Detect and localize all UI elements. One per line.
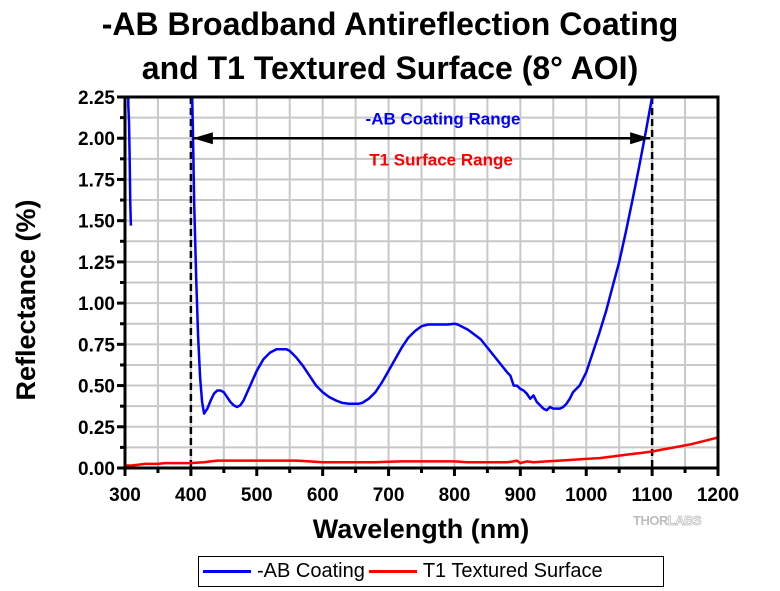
legend-item-ab-coating: -AB Coating xyxy=(199,560,365,583)
x-tick-label: 300 xyxy=(109,485,141,506)
y-tick-label: 0.00 xyxy=(78,459,115,480)
legend-line-blue xyxy=(203,570,251,573)
x-tick-label: 600 xyxy=(307,485,339,506)
legend-label-ab-coating: -AB Coating xyxy=(257,560,365,582)
y-tick-label: 2.25 xyxy=(78,88,115,109)
y-tick-label: 1.50 xyxy=(78,212,115,233)
watermark-labs: LABS xyxy=(667,513,702,529)
y-tick-label: 1.75 xyxy=(78,170,115,191)
annotation-ab-coating-range: -AB Coating Range xyxy=(366,109,521,128)
chart-title: -AB Broadband Antireflection Coating xyxy=(101,6,679,42)
x-tick-label: 700 xyxy=(373,485,405,506)
y-tick-label: 2.00 xyxy=(78,129,115,150)
x-tick-label: 1100 xyxy=(631,485,672,506)
tick-labels: 300 400 500 600 700 800 900 1000 1100 1200 0.00 0.2… xyxy=(78,88,739,506)
x-tick-label: 1000 xyxy=(565,485,607,506)
axes xyxy=(117,95,720,476)
x-tick-label: 800 xyxy=(439,485,471,506)
watermark-thor: THOR xyxy=(633,513,668,528)
series-ab-coating-line xyxy=(190,96,654,415)
x-tick-label: 400 xyxy=(175,485,207,506)
x-tick-label: 1200 xyxy=(697,485,739,506)
legend-label-t1-surface: T1 Textured Surface xyxy=(422,560,603,582)
arrow-head-right xyxy=(630,132,651,145)
y-tick-label: 1.00 xyxy=(78,294,115,315)
series-ab-coating-line xyxy=(127,97,133,226)
series-t1-surface-line xyxy=(125,436,719,467)
y-tick-label: 0.75 xyxy=(78,335,115,356)
x-tick-label: 900 xyxy=(504,485,536,506)
thorlabs-watermark: THORLABS xyxy=(633,513,702,529)
arrow-head-left xyxy=(192,132,213,145)
y-axis-label: Reflectance (%) xyxy=(11,199,41,400)
annotations: -AB Coating Range T1 Surface Range xyxy=(192,109,651,170)
annotation-t1-surface-range: T1 Surface Range xyxy=(369,151,513,170)
legend-item-t1-surface: T1 Textured Surface xyxy=(365,560,603,583)
y-tick-label: 0.50 xyxy=(78,377,115,398)
range-markers xyxy=(189,97,654,468)
x-axis-label: Wavelength (nm) xyxy=(313,514,530,544)
y-tick-label: 0.25 xyxy=(78,418,115,439)
series-group xyxy=(125,96,719,467)
legend: -AB Coating T1 Textured Surface xyxy=(198,556,664,587)
chart-subtitle: and T1 Textured Surface (8° AOI) xyxy=(141,50,639,86)
legend-line-red xyxy=(368,570,417,573)
y-tick-label: 1.25 xyxy=(78,253,115,274)
x-tick-label: 500 xyxy=(241,485,273,506)
